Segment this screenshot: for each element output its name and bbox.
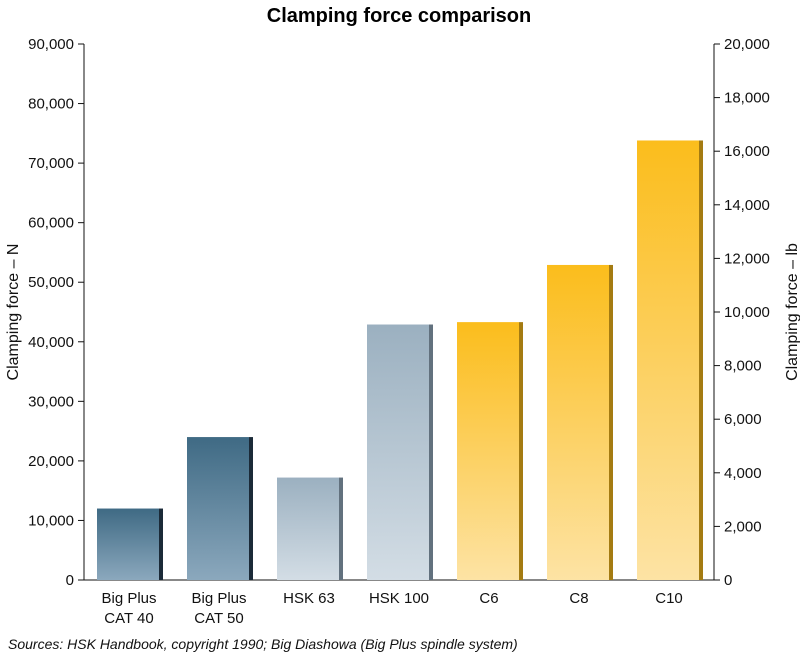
x-tick-label: HSK 100 [369, 590, 429, 607]
x-tick-label: HSK 63 [283, 590, 335, 607]
y2-axis-label: Clamping force – lb [784, 243, 800, 381]
y-axis-label: Clamping force – N [5, 244, 22, 381]
y2-tick-label: 12,000 [724, 250, 770, 267]
y2-tick-label: 18,000 [724, 90, 770, 107]
y2-tick-label: 16,000 [724, 143, 770, 160]
y2-tick-label: 2,000 [724, 518, 762, 535]
bar [637, 140, 699, 581]
y-tick-label: 90,000 [28, 36, 74, 53]
bar [547, 264, 609, 580]
bar-side-shade [609, 264, 613, 580]
y-tick-label: 60,000 [28, 215, 74, 232]
bar [277, 477, 339, 580]
y-tick-label: 10,000 [28, 512, 74, 529]
bar-side-shade [699, 140, 703, 581]
bar-side-shade [249, 437, 253, 580]
y2-tick-label: 10,000 [724, 304, 770, 321]
x-tick-label: C8 [569, 590, 588, 607]
y2-tick-label: 20,000 [724, 36, 770, 53]
y2-tick-label: 8,000 [724, 358, 762, 375]
y-tick-label: 0 [66, 572, 74, 589]
y-tick-label: 40,000 [28, 334, 74, 351]
x-tick-label: CAT 40 [104, 610, 153, 627]
x-tick-label: CAT 50 [194, 610, 243, 627]
y-tick-label: 20,000 [28, 453, 74, 470]
y2-tick-label: 4,000 [724, 465, 762, 482]
y2-tick-label: 6,000 [724, 411, 762, 428]
x-tick-label: C10 [655, 590, 683, 607]
bar [97, 508, 159, 580]
source-note: Sources: HSK Handbook, copyright 1990; B… [8, 636, 518, 652]
bar [367, 324, 429, 580]
x-tick-label: C6 [479, 590, 498, 607]
y2-tick-label: 14,000 [724, 197, 770, 214]
x-tick-label: Big Plus [101, 590, 156, 607]
bar [457, 322, 519, 580]
y-tick-label: 80,000 [28, 96, 74, 113]
y-tick-label: 30,000 [28, 393, 74, 410]
bar-side-shade [429, 324, 433, 580]
bar-side-shade [339, 477, 343, 580]
x-tick-label: Big Plus [191, 590, 246, 607]
bar-side-shade [159, 508, 163, 580]
y-tick-label: 50,000 [28, 274, 74, 291]
y2-tick-label: 0 [724, 572, 732, 589]
bar [187, 437, 249, 580]
bar-side-shade [519, 322, 523, 580]
chart-title: Clamping force comparison [267, 5, 532, 27]
y-tick-label: 70,000 [28, 155, 74, 172]
plot-area: 0 10,000 20,000 30,000 40,000 50,000 60,000 70,… [28, 36, 770, 627]
